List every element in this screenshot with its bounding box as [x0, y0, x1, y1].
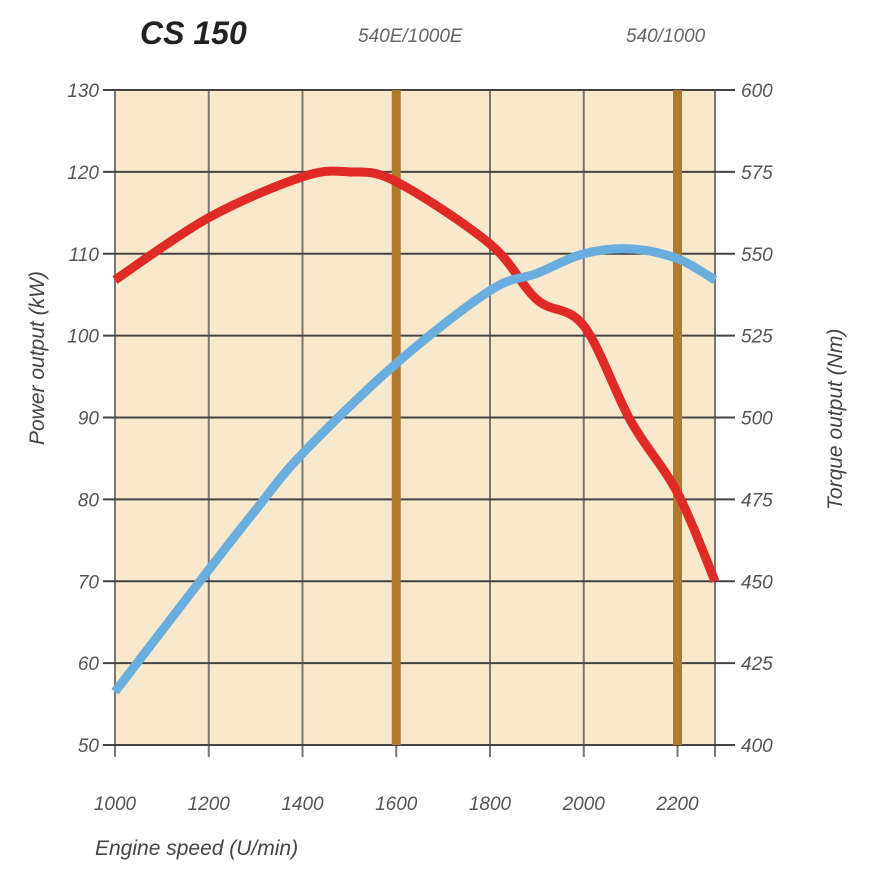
y-axis-label: Power output (kW): [26, 271, 49, 445]
y-tick-label: 130: [67, 81, 99, 102]
annotation-540-1000: 540/1000: [626, 26, 706, 47]
x-tick-label: 1800: [469, 794, 512, 815]
x-tick-label: 1400: [281, 794, 324, 815]
y-tick-label: 120: [67, 163, 99, 184]
y2-tick-label: 400: [741, 736, 773, 757]
y-tick-label: 80: [78, 490, 100, 511]
x-tick-label: 2200: [655, 794, 699, 815]
x-tick-label: 1000: [94, 794, 137, 815]
y2-tick-label: 450: [741, 572, 773, 593]
x-tick-label: 2000: [562, 794, 606, 815]
power-curve: [111, 244, 718, 695]
torque-curve: [112, 166, 720, 584]
y2-tick-label: 600: [741, 81, 773, 102]
x-axis-label: Engine speed (U/min): [95, 837, 298, 860]
y2-tick-label: 475: [741, 490, 773, 511]
y-tick-label: 100: [67, 327, 99, 348]
x-tick-label: 1200: [188, 794, 231, 815]
x-tick-label: 1600: [375, 794, 418, 815]
y2-tick-label: 575: [741, 163, 773, 184]
y2-tick-label: 425: [741, 654, 773, 675]
y-tick-label: 50: [78, 736, 100, 757]
y2-axis-label: Torque output (Nm): [824, 329, 847, 510]
y-tick-label: 60: [78, 654, 100, 675]
annotation-540e-1000e: 540E/1000E: [358, 26, 463, 47]
y2-tick-label: 500: [741, 409, 773, 430]
y2-tick-label: 550: [741, 245, 773, 266]
chart-title: CS 150: [140, 15, 247, 51]
y2-tick-label: 525: [741, 327, 773, 348]
y-tick-label: 90: [78, 409, 100, 430]
y-tick-label: 70: [78, 572, 100, 593]
y-tick-label: 110: [69, 245, 100, 266]
